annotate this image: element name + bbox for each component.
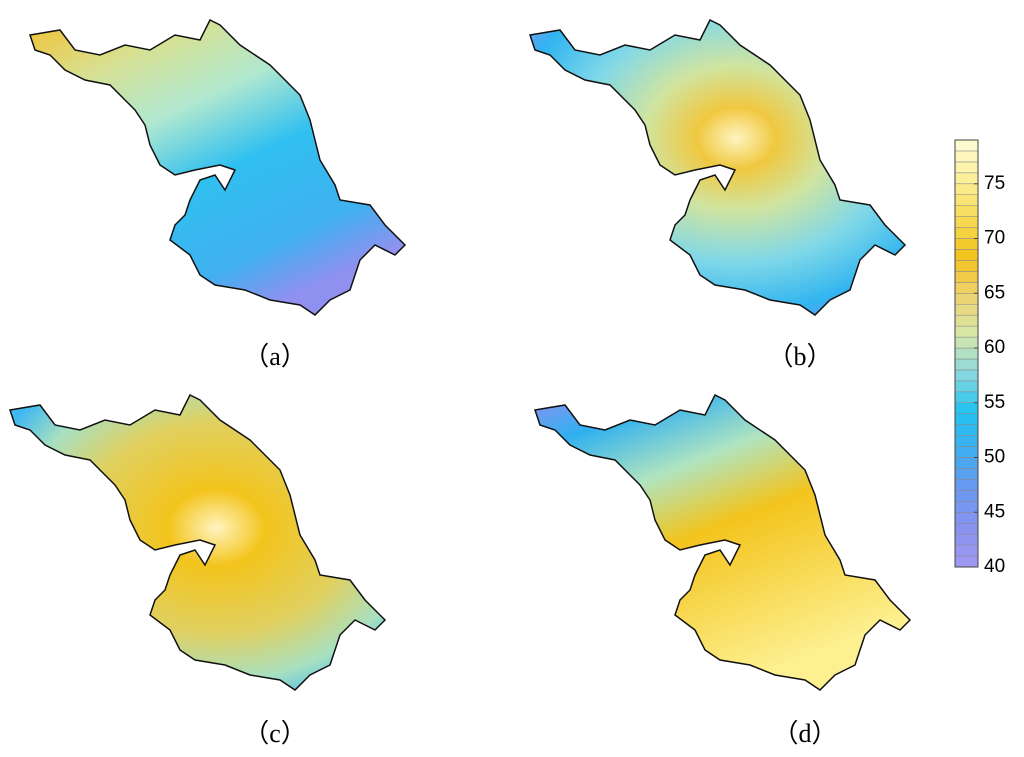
map-c [9,394,386,691]
colorbar-band [954,413,979,425]
panel-label: （c） [243,719,307,748]
colorbar-band [954,402,979,414]
colorbar-band [954,227,979,239]
colorbar-band [954,501,979,513]
colorbar-band [954,249,979,261]
colorbar-band [954,490,979,502]
colorbar-band [954,293,979,305]
colorbar-band [954,205,979,217]
map-a [29,19,406,316]
colorbar-band [954,544,979,557]
colorbar-band [954,479,979,491]
colorbar-tick-label: 45 [984,501,1005,522]
colorbar-band [954,183,979,195]
colorbar-band [954,194,979,206]
colorbar-band [954,161,979,174]
colorbar-tick-label: 70 [984,228,1005,249]
colorbar-band [954,282,979,294]
colorbar-tick-label: 65 [984,282,1005,303]
colorbar-band [954,139,979,152]
colorbar-band [954,512,979,524]
colorbar-band [954,150,979,163]
colorbar-band [954,238,979,250]
colorbar-band [954,446,979,458]
colorbar-band [954,358,979,371]
colorbar-frame [954,139,979,568]
colorbar-band [954,380,979,393]
colorbar-band [954,457,979,469]
colorbar-band [954,325,979,338]
colorbar-band [954,314,979,327]
colorbar-band [954,172,979,185]
colorbar-band [954,347,979,360]
colorbar-tick-label: 60 [984,337,1005,358]
colorbar-band [954,216,979,228]
colorbar-band [954,271,979,283]
colorbar-band [954,555,979,568]
colorbar-band [954,369,979,382]
colorbar: 40 45 50 55 60 65 70 75 [954,139,1005,577]
map-d [534,394,911,691]
colorbar-band [954,435,979,447]
colorbar-band [954,391,979,404]
colorbar-band [954,424,979,436]
panel-label: （b） [767,342,832,371]
colorbar-band [954,260,979,272]
colorbar-tick-label: 40 [984,556,1005,577]
map-b [529,19,906,316]
colorbar-tick-label: 75 [984,173,1005,194]
colorbar-band [954,303,979,316]
colorbar-tick-label: 50 [984,447,1005,468]
colorbar-band [954,468,979,480]
colorbar-band [954,522,979,535]
colorbar-band [954,533,979,546]
panel-label: （a） [243,342,307,371]
colorbar-tick-label: 55 [984,392,1005,413]
colorbar-band [954,336,979,349]
panel-label: （d） [772,719,837,748]
